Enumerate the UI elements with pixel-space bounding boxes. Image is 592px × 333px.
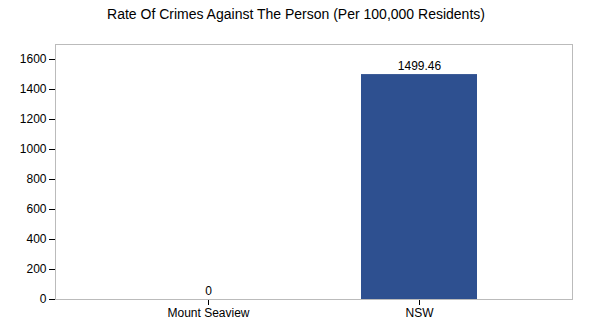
svg-text:600: 600 xyxy=(26,202,46,216)
svg-text:0: 0 xyxy=(205,284,212,298)
svg-text:1000: 1000 xyxy=(20,142,47,156)
svg-text:800: 800 xyxy=(26,172,46,186)
svg-text:1400: 1400 xyxy=(20,82,47,96)
html-text:Rate Of Crimes Against The Per: Rate Of Crimes Against The Person (Per 1… xyxy=(107,6,485,22)
svg-text:1600: 1600 xyxy=(20,52,47,66)
svg-text:Mount Seaview: Mount Seaview xyxy=(167,306,249,320)
svg-text:400: 400 xyxy=(26,232,46,246)
svg-text:1499.46: 1499.46 xyxy=(398,59,442,73)
svg-text:200: 200 xyxy=(26,262,46,276)
svg-text:NSW: NSW xyxy=(406,306,435,320)
svg-text:1200: 1200 xyxy=(20,112,47,126)
svg-text:0: 0 xyxy=(40,292,47,306)
